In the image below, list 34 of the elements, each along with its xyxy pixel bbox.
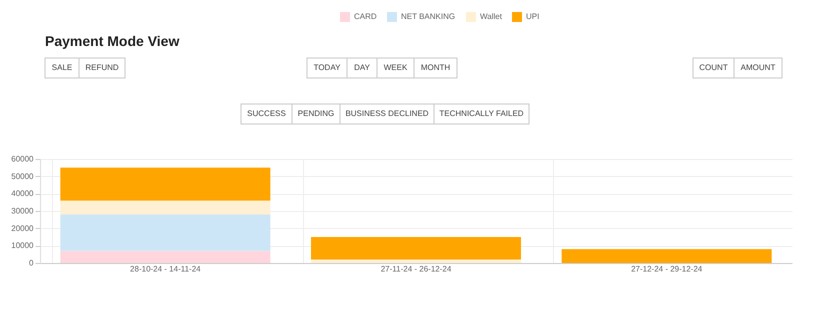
legend-label: UPI — [526, 12, 540, 21]
bar — [562, 249, 772, 263]
text: PENDING — [298, 109, 334, 118]
text: AMOUNT — [740, 63, 776, 72]
bar — [311, 260, 521, 263]
text: TECHNICALLY FAILED — [439, 109, 524, 118]
bar — [60, 250, 270, 263]
text: MONTH — [420, 63, 450, 72]
legend-label: Wallet — [480, 12, 503, 21]
bar — [311, 237, 521, 260]
y-tick-label: 60000 — [11, 154, 34, 164]
y-tick-label: 0 — [29, 258, 34, 268]
x-tick-label: 28-10-24 - 14-11-24 — [130, 264, 202, 274]
chart-title: Payment Mode View — [45, 33, 180, 49]
bar — [60, 168, 270, 201]
y-tick-label: 40000 — [11, 189, 34, 198]
y-tick-label: 30000 — [11, 206, 34, 216]
text: BUSINESS DECLINED — [345, 109, 429, 118]
text: SUCCESS — [247, 109, 286, 118]
text: TODAY — [314, 63, 342, 72]
x-tick-label: 27-11-24 - 26-12-24 — [380, 264, 452, 274]
y-tick-label: 50000 — [11, 172, 34, 181]
text: SALE — [52, 63, 72, 72]
y-tick-label: 20000 — [11, 224, 34, 233]
legend-label: CARD — [354, 12, 377, 21]
x-tick-label: 27-12-24 - 29-12-24 — [631, 264, 703, 274]
y-tick-label: 10000 — [11, 241, 34, 250]
legend-label: NET BANKING — [401, 12, 456, 21]
bar — [60, 200, 270, 214]
text: DAY — [354, 63, 371, 72]
text: COUNT — [699, 63, 728, 72]
text: WEEK — [384, 63, 408, 72]
bar — [60, 214, 270, 251]
text: REFUND — [85, 63, 119, 72]
